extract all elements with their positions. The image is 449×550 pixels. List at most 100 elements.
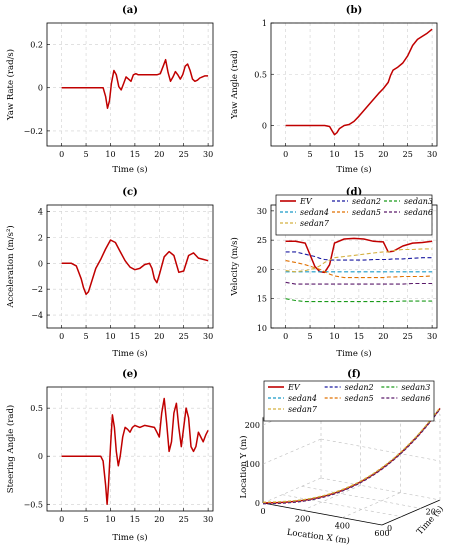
y-tick-label: 0 [38,84,43,93]
y-tick-label: 1 [262,19,267,28]
series-line-sedan2 [262,408,441,505]
legend-label: sedan3 [401,383,430,392]
x-tick-label: 25 [403,150,413,159]
x-tick-label: 20 [378,332,388,341]
y-tick-label: −0.5 [24,500,43,509]
legend-box [275,194,433,236]
x-tick-label: 20 [378,150,388,159]
y-tick-label: 20 [257,265,267,274]
x-tick-label: 25 [403,332,413,341]
legend-label: sedan6 [401,394,430,403]
x-tick-label: 15 [130,150,140,159]
y-tick-label: 100 [245,460,260,469]
chart-panel-5: (e) 0 5 10 15 20 25 30 −0.5 0 0.5 Time (s) Steering … [5,369,214,543]
x-tick-label: 30 [427,150,437,159]
legend-label: sedan7 [300,219,330,228]
x-tick-label: 15 [130,332,140,341]
x-tick-label: 10 [329,332,339,341]
y-tick-label: 0 [262,122,267,131]
x-axis-label: Time (s) [112,532,147,543]
x-axis-label: Time (s) [112,164,147,175]
x-tick-label: 5 [84,150,89,159]
series-line-sedan7 [285,248,433,273]
x-tick-label: 400 [335,522,350,531]
floor-edge [262,477,322,504]
x-tick-label: 5 [84,515,89,524]
grid-line [262,438,322,465]
axis-t-edge [381,499,441,526]
x-axis-label: Time (s) [112,348,147,359]
plot-frame [46,204,214,329]
legend-box [263,380,435,422]
x-tick-label: 10 [105,150,115,159]
series-line-series-1 [61,397,209,506]
chart-panel-2: (b) 0 5 10 15 20 25 30 0 0.5 1 Time (s) Yaw Angle (r… [229,5,438,175]
x-tick-label: 0 [260,507,265,516]
chart-panel-1: (a) 0 5 10 15 20 25 30 −0.2 0 0.2 Time (s) Yaw Rate … [5,5,214,175]
grid-line [320,438,441,462]
legend-label: sedan2 [345,383,374,392]
legend-label: sedan4 [288,394,317,403]
series-line-series-1 [61,239,209,296]
plot-frame [46,22,214,147]
y-tick-label: 0.5 [30,404,43,413]
panel-title: (e) [122,369,138,380]
x-tick-label: 30 [427,332,437,341]
y-axis-label: Yaw Angle (rad) [229,50,240,120]
panel-title: (d) [346,187,362,198]
x-tick-label: 15 [354,332,364,341]
series-line-sedan7 [262,407,441,503]
y-tick-label: −2 [31,285,43,294]
x-tick-label: 0 [283,150,288,159]
x-tick-label: 10 [105,332,115,341]
x-tick-label: 25 [179,150,189,159]
x-tick-label: 20 [154,515,164,524]
grid-line [342,492,401,518]
grid-line [302,485,361,511]
series-line-sedan5 [285,260,433,279]
x-tick-label: 15 [130,515,140,524]
y-tick-label: 25 [257,236,267,245]
z-tick-label: 20 [426,507,436,516]
chart-panel-3: (c) 0 5 10 15 20 25 30 −4 −2 0 2 4 Time (s) Accelerati… [5,187,214,359]
grid-line [282,494,402,517]
legend-label: sedan2 [352,197,381,206]
legend-label: sedan7 [288,405,318,414]
legend-label: sedan3 [404,197,433,206]
plot-frame [270,22,438,147]
y-axis-label: Acceleration (m/s²) [5,225,16,308]
series-line-EV [285,237,433,274]
x-tick-label: 30 [203,515,213,524]
x-tick-label: 5 [308,332,313,341]
x-tick-label: 0 [59,332,64,341]
panel-title: (b) [346,5,362,16]
y-tick-label: −4 [31,311,43,320]
x-tick-label: 20 [154,150,164,159]
x-tick-label: 30 [203,150,213,159]
y-tick-label: 200 [245,421,260,430]
y-axis-label: Location Y (m) [238,435,249,498]
legend-label: sedan5 [352,208,381,217]
legend-label: EV [299,197,313,206]
legend-label: sedan4 [300,208,329,217]
y-tick-label: 0 [38,259,43,268]
y-tick-label: 0.2 [30,41,43,50]
series-line-series-1 [61,58,209,109]
y-tick-label: 2 [38,233,43,242]
x-tick-label: 20 [154,332,164,341]
floor-edge [320,477,441,501]
z-tick-label: 0 [387,524,392,533]
y-tick-label: −0.2 [24,127,43,136]
x-axis-label: Time (s) [336,348,371,359]
plot-frame [46,386,214,512]
series-line-sedan2 [285,251,433,261]
x-tick-label: 600 [374,529,389,538]
y-tick-label: 0 [255,499,260,508]
x-tick-label: 25 [179,515,189,524]
y-axis-label: Yaw Rate (rad/s) [5,49,16,121]
series-line-series-1 [285,28,433,136]
x-tick-label: 200 [295,514,310,523]
legend-label: sedan6 [404,208,433,217]
